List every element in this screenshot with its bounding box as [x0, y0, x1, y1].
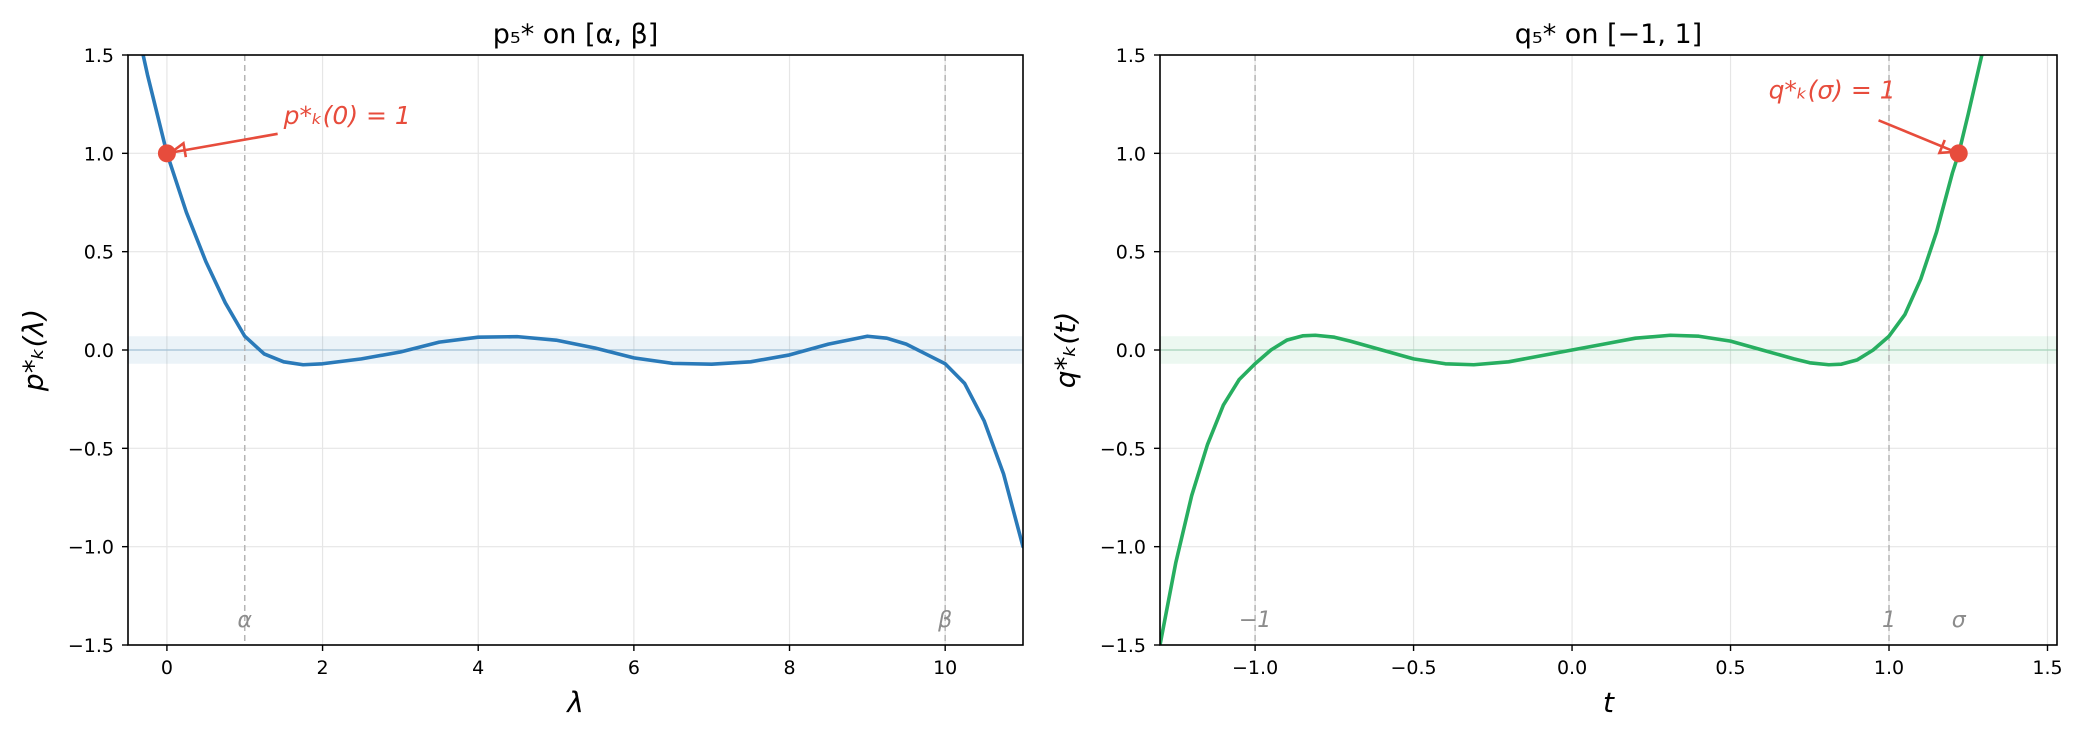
x-tick-label: −1.0 — [1232, 657, 1278, 679]
annotation-arrow — [1878, 119, 1956, 154]
y-tick-label: 1.0 — [84, 143, 114, 165]
x-tick-label: −0.5 — [1390, 657, 1436, 679]
right-chart-panel: −1 1 σ q*ₖ(σ) = 1 −1.0 −0.5 0.0 0.5 1.0 1.5 1.5 1.0… — [1049, 19, 2063, 719]
y-tick-label: −1.5 — [1100, 635, 1146, 657]
x-axis-label: λ — [565, 686, 584, 719]
normalization-point — [1949, 144, 1968, 163]
bound-label: α — [237, 608, 252, 633]
x-tick-label: 0 — [161, 657, 173, 679]
left-chart-panel: α β p*ₖ(0) = 1 0 2 4 6 8 10 1.5 1.0 0.5 0.0 −0.5 −1.0 −… — [17, 19, 1024, 719]
polynomial-curve — [1160, 55, 1984, 645]
y-axis-label: p*ₖ(λ) — [17, 309, 50, 392]
x-tick-label: 4 — [472, 657, 484, 679]
annotation-text: p*ₖ(0) = 1 — [283, 101, 411, 130]
y-tick-label: −0.5 — [68, 438, 114, 460]
y-tick-label: 1.5 — [84, 45, 114, 67]
annotation-arrow — [170, 132, 278, 154]
y-tick-label: −1.0 — [1100, 537, 1146, 559]
bound-label: 1 — [1882, 608, 1896, 633]
x-tick-label: 1.0 — [1874, 657, 1904, 679]
normalization-point — [157, 144, 176, 163]
y-tick-label: 0.0 — [1116, 340, 1146, 362]
annotation-arrowhead — [170, 141, 188, 158]
y-tick-label: 0.5 — [1116, 242, 1146, 264]
y-tick-label: −1.5 — [68, 635, 114, 657]
bound-label: β — [937, 608, 952, 633]
y-tick-label: 0.5 — [84, 242, 114, 264]
x-tick-label: 8 — [783, 657, 795, 679]
chart-title: p₅* on [α, β] — [493, 19, 659, 50]
chart-title: q₅* on [−1, 1] — [1515, 19, 1702, 50]
y-tick-label: 1.0 — [1116, 143, 1146, 165]
y-tick-label: 1.5 — [1116, 45, 1146, 67]
bound-label: −1 — [1239, 608, 1271, 633]
tolerance-band — [1160, 336, 2057, 364]
y-tick-label: −1.0 — [68, 537, 114, 559]
x-tick-label: 1.5 — [2032, 657, 2062, 679]
annotation-arrowhead — [1937, 139, 1956, 155]
y-tick-label: −0.5 — [1100, 438, 1146, 460]
x-tick-label: 6 — [628, 657, 640, 679]
x-tick-label: 10 — [933, 657, 957, 679]
annotation-text: q*ₖ(σ) = 1 — [1769, 75, 1896, 104]
bound-label: σ — [1952, 608, 1967, 633]
y-axis-label: q*ₖ(t) — [1049, 312, 1082, 389]
polynomial-curve — [141, 55, 1023, 549]
x-axis-label: t — [1603, 686, 1615, 719]
x-tick-label: 0.0 — [1557, 657, 1587, 679]
y-tick-label: 0.0 — [84, 340, 114, 362]
x-tick-label: 0.5 — [1715, 657, 1745, 679]
x-tick-label: 2 — [317, 657, 329, 679]
